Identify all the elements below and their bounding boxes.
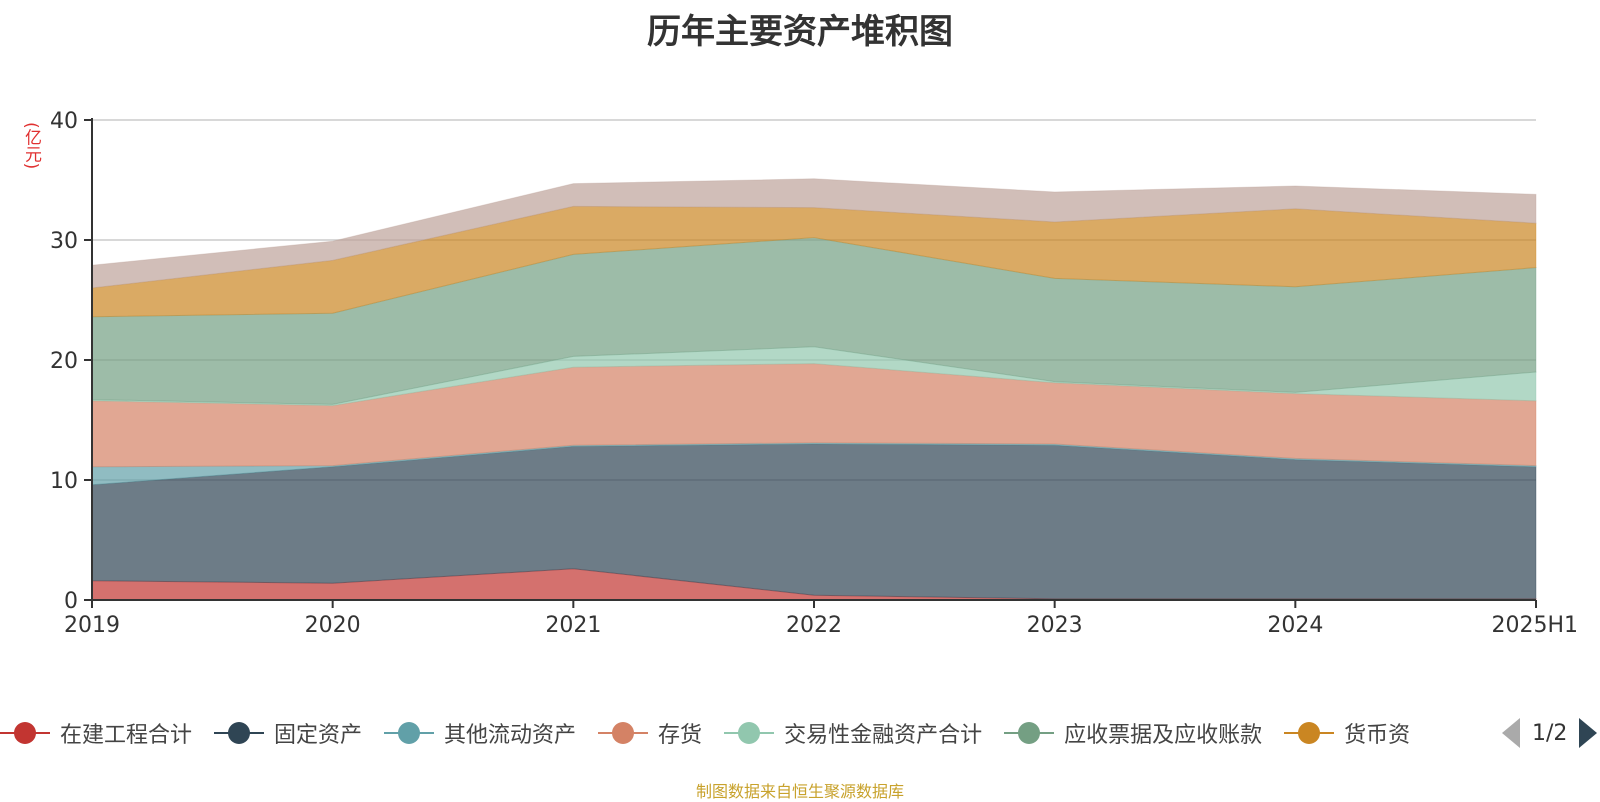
x-tick-label: 2020 (305, 613, 361, 638)
tick-labels: 0 10 20 30 40 2019 2020 2021 2022 2023 2024 2025H1 (50, 109, 1578, 638)
y-tick-label: 10 (50, 469, 78, 494)
stacked-area-chart: 0 10 20 30 40 2019 2020 2021 2022 2023 2024 2025H1 (50, 109, 1578, 638)
source-note: 制图数据来自恒生聚源数据库 (695, 782, 904, 801)
legend-item[interactable]: 其他流动资产 (384, 717, 576, 749)
legend-pager: 1/2 (1502, 718, 1598, 748)
legend-item[interactable]: 固定资产 (214, 717, 362, 749)
legend-marker-icon (214, 720, 265, 746)
legend-item[interactable]: 货币资 (1284, 717, 1410, 749)
legend-item[interactable]: 存货 (598, 717, 702, 749)
y-tick-label: 20 (50, 349, 78, 374)
area-series-layer (91, 175, 1540, 601)
x-tick-label: 2021 (545, 613, 601, 638)
x-tick-label: 2022 (786, 613, 842, 638)
y-tick-label: 0 (64, 589, 78, 614)
legend-label: 货币资 (1344, 723, 1411, 748)
x-tick-label: 2025H1 (1491, 613, 1578, 638)
y-axis-unit-label: (亿元) (21, 122, 41, 170)
legend-label: 固定资产 (274, 723, 363, 748)
legend-label: 在建工程合计 (60, 723, 193, 748)
legend: 在建工程合计 固定资产 其他流动资产 存货 交易性金融资产合计 应收票据及应收账款 货币资 (0, 710, 1490, 756)
legend-label: 交易性金融资产合计 (784, 723, 983, 748)
area-series-4 (91, 346, 1537, 407)
legend-item[interactable]: 应收票据及应收账款 (1004, 717, 1262, 749)
legend-item[interactable]: 在建工程合计 (0, 717, 192, 749)
legend-marker-icon (1284, 720, 1335, 746)
legend-next-page-icon[interactable] (1579, 718, 1598, 748)
data-point[interactable] (1051, 188, 1059, 196)
legend-page-indicator: 1/2 (1532, 720, 1568, 746)
area-series-6 (91, 205, 1537, 318)
legend-marker-icon (0, 720, 50, 746)
data-point[interactable] (1532, 190, 1540, 198)
data-point[interactable] (329, 237, 337, 245)
legend-marker-icon (598, 720, 649, 746)
legend-label: 其他流动资产 (444, 723, 577, 748)
legend-prev-page-icon[interactable] (1502, 718, 1520, 748)
area-series-7 (91, 178, 1537, 289)
y-tick-label: 40 (50, 109, 78, 134)
legend-label: 存货 (658, 723, 703, 748)
legend-marker-icon (1004, 720, 1055, 746)
y-tick-label: 30 (50, 229, 78, 254)
legend-marker-icon (724, 720, 775, 746)
data-point[interactable] (810, 175, 818, 183)
legend-label: 应收票据及应收账款 (1064, 723, 1263, 748)
data-point[interactable] (1291, 182, 1299, 190)
x-tick-label: 2019 (64, 613, 120, 638)
data-point[interactable] (569, 180, 577, 188)
x-tick-label: 2024 (1267, 613, 1323, 638)
legend-marker-icon (384, 720, 435, 746)
legend-item[interactable]: 交易性金融资产合计 (724, 717, 982, 749)
chart-title: 历年主要资产堆积图 (647, 12, 953, 52)
x-tick-label: 2023 (1027, 613, 1083, 638)
axes (84, 118, 1537, 608)
area-series-1 (91, 443, 1537, 600)
